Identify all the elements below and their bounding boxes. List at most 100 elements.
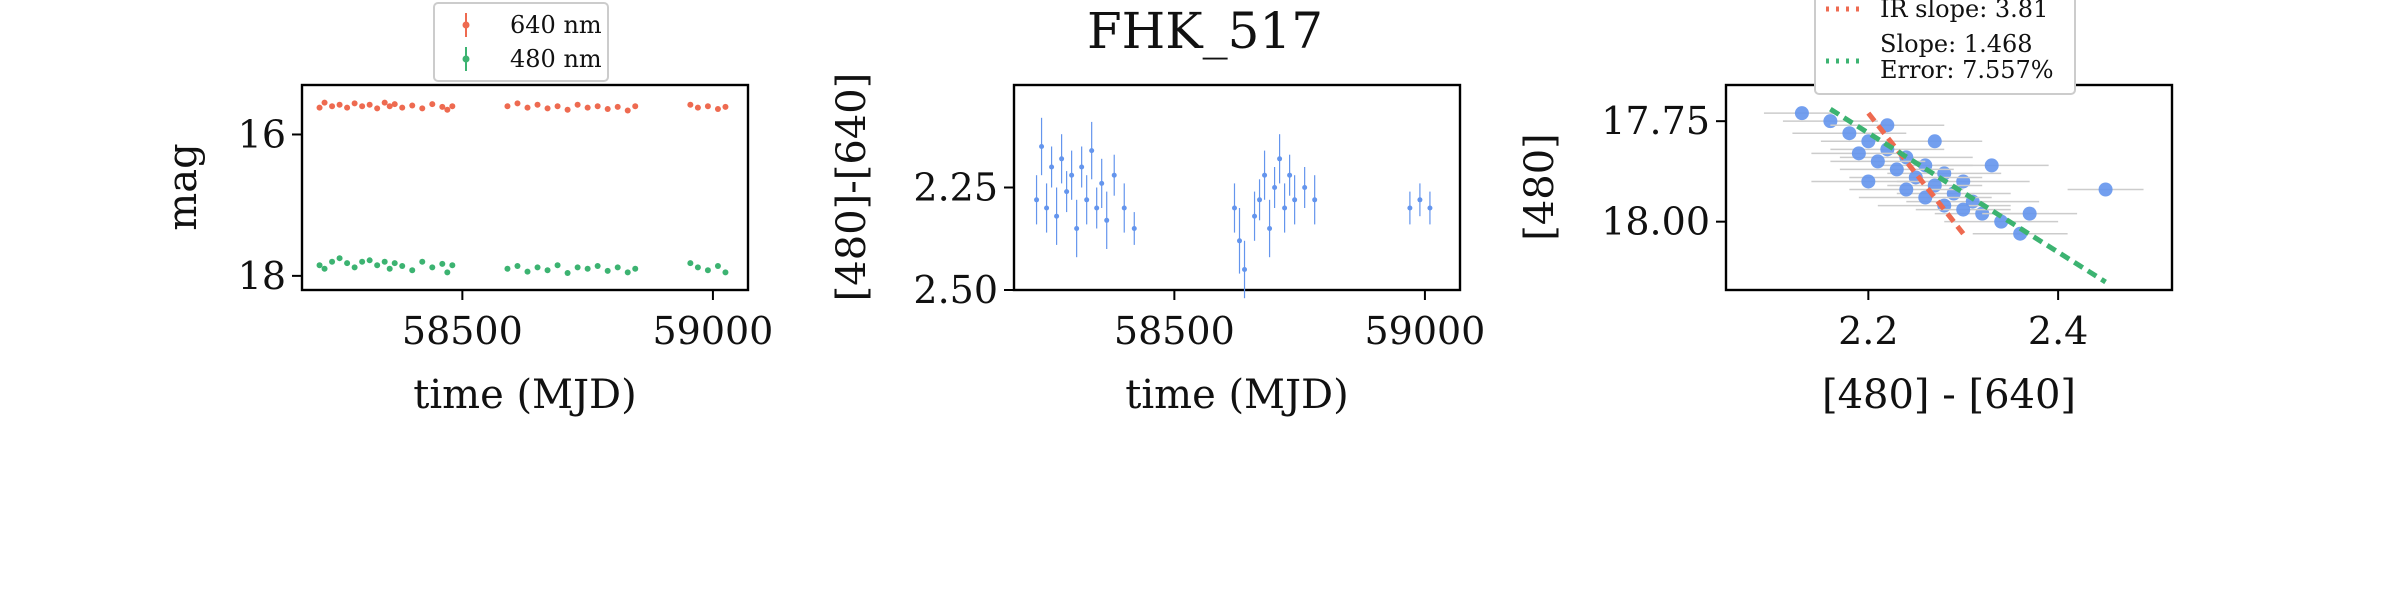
lc-point-480-nm: [584, 265, 591, 272]
lc-point-640-nm: [366, 101, 373, 108]
lc-point-480-nm: [714, 262, 721, 269]
lc-point-480-nm: [366, 257, 373, 264]
color-curve-ylabel: [480]-[640]: [829, 73, 875, 302]
lc-point-480-nm: [399, 262, 406, 269]
color-curve-panel: time (MJD) [480]-[640]: [829, 73, 1462, 418]
cmd-point-series: [1880, 118, 1895, 133]
cc-point-series: [1262, 172, 1268, 178]
lc-point-640-nm: [632, 103, 639, 110]
lc-point-480-nm: [429, 264, 436, 271]
lightcurve-ylabel: mag: [160, 143, 206, 230]
lc-point-640-nm: [419, 105, 426, 112]
cc-point-series: [1121, 205, 1127, 211]
lc-point-640-nm: [386, 103, 393, 110]
cmd-point-series: [1956, 174, 1971, 189]
lc-point-480-nm: [504, 265, 511, 272]
cmd-point-series: [1889, 162, 1904, 177]
lightcurve-axes-frame: [300, 83, 750, 292]
cc-point-series: [1257, 197, 1263, 203]
cmd-ytick-label: 17.75: [1601, 99, 1710, 143]
cmd-point-series: [1794, 106, 1809, 121]
cmd-point-series: [1927, 134, 1942, 149]
lc-point-640-nm: [514, 100, 521, 107]
lc-point-480-nm: [359, 258, 366, 265]
cc-point-series: [1034, 197, 1040, 203]
lc-point-640-nm: [429, 101, 436, 108]
lc-point-480-nm: [574, 264, 581, 271]
lc-point-480-nm: [336, 255, 343, 262]
cmd-fit-line-ir-slope: [1866, 111, 1966, 236]
lc-point-640-nm: [381, 99, 388, 106]
lc-point-480-nm: [329, 258, 336, 265]
cmd-point-series: [1994, 214, 2009, 229]
lc-point-640-nm: [399, 104, 406, 111]
cc-ytick-label: 2.50: [913, 268, 998, 312]
legend-label-error: Error: 7.557%: [1880, 56, 2054, 84]
lc-point-640-nm: [722, 103, 729, 110]
lc-point-480-nm: [624, 269, 631, 276]
lightcurve-panel: time (MJD) mag 640 nm 480 nm: [160, 2, 750, 418]
lc-point-640-nm: [504, 103, 511, 110]
cc-point-series: [1094, 205, 1100, 211]
lc-point-480-nm: [524, 268, 531, 275]
chart-marks: 58500 59000 16 18 58500 59000 2.25 2.50 2.2 2.4 17…: [238, 99, 2144, 353]
lc-point-640-nm: [604, 106, 611, 113]
cmd-point-series: [1870, 154, 1885, 169]
figure-title: FHK_517: [1087, 2, 1323, 60]
cmd-xtick-label: 2.2: [1838, 309, 1898, 353]
legend-dot-640nm: [462, 21, 470, 29]
cmd-point-series: [1899, 182, 1914, 197]
lc-point-480-nm: [409, 267, 416, 274]
lc-point-640-nm: [694, 104, 701, 111]
lc-point-640-nm: [584, 104, 591, 111]
cc-point-series: [1104, 217, 1110, 223]
lc-point-480-nm: [564, 270, 571, 277]
lc-point-480-nm: [722, 269, 729, 276]
lc-point-640-nm: [687, 101, 694, 108]
cc-point-series: [1237, 238, 1243, 244]
lc-point-640-nm: [544, 105, 551, 112]
cc-point-series: [1287, 172, 1293, 178]
cc-point-series: [1059, 156, 1065, 162]
lc-point-480-nm: [374, 262, 381, 269]
lc-point-480-nm: [534, 264, 541, 271]
lc-xtick-label: 59000: [652, 309, 773, 353]
cc-point-series: [1292, 197, 1298, 203]
lc-point-480-nm: [687, 260, 694, 267]
cc-point-series: [1231, 205, 1237, 211]
lc-point-480-nm: [321, 265, 328, 272]
lc-point-640-nm: [524, 104, 531, 111]
lc-point-640-nm: [624, 107, 631, 114]
lc-point-640-nm: [704, 103, 711, 110]
lightcurve-xlabel: time (MJD): [413, 372, 636, 418]
lc-point-480-nm: [419, 258, 426, 265]
cc-point-series: [1089, 148, 1095, 154]
cmd-legend-box: [1814, 0, 2076, 95]
cmd-point-series: [2098, 182, 2113, 197]
lc-point-480-nm: [391, 260, 398, 267]
lc-point-640-nm: [344, 104, 351, 111]
lc-point-480-nm: [444, 269, 451, 276]
legend-label-slope: Slope: 1.468: [1880, 30, 2033, 58]
cc-point-series: [1099, 180, 1105, 186]
color-magnitude-panel: [480] - [640] [480] IR slope: 3.81 Slope…: [1517, 0, 2174, 418]
cmd-ytick-label: 18.00: [1601, 200, 1710, 244]
lc-point-640-nm: [554, 103, 561, 110]
lc-point-640-nm: [374, 105, 381, 112]
cc-point-series: [1407, 205, 1413, 211]
cmd-legend: IR slope: 3.81 Slope: 1.468 Error: 7.557…: [1814, 0, 2076, 95]
cc-point-series: [1242, 267, 1248, 272]
cc-point-series: [1272, 185, 1278, 190]
cc-point-series: [1267, 226, 1273, 231]
lc-xtick-label: 58500: [402, 309, 523, 353]
lc-point-480-nm: [514, 262, 521, 269]
lc-point-480-nm: [316, 262, 323, 269]
lc-point-480-nm: [386, 265, 393, 272]
lc-point-480-nm: [554, 262, 561, 269]
lc-point-480-nm: [614, 264, 621, 271]
cc-point-series: [1417, 197, 1423, 203]
cc-point-series: [1069, 172, 1075, 178]
lc-point-640-nm: [316, 104, 323, 111]
lc-point-480-nm: [632, 265, 639, 272]
